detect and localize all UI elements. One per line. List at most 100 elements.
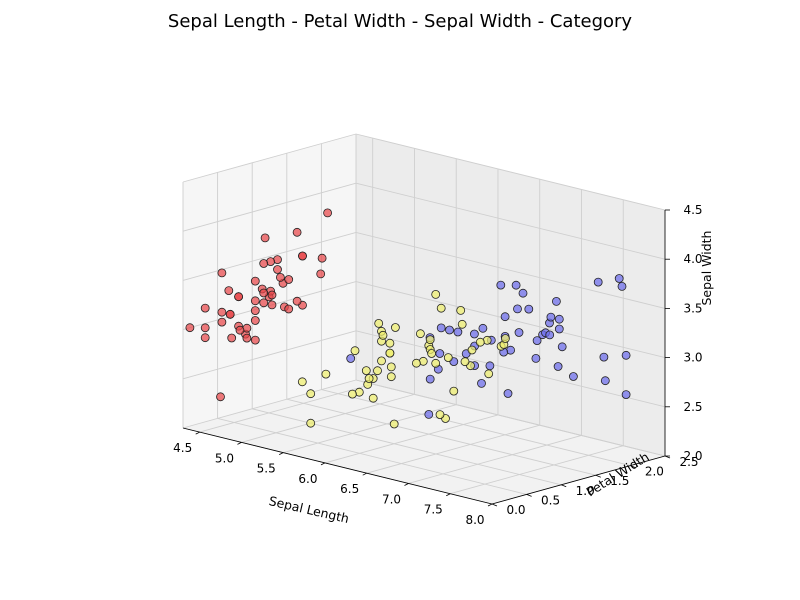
data-point-series-1: [259, 288, 269, 298]
data-point-series-3: [503, 389, 513, 398]
data-point-series-3: [621, 350, 631, 360]
data-point-series-2: [378, 330, 388, 340]
grid-line: [355, 379, 666, 457]
data-point-series-2: [431, 358, 441, 368]
data-point-series-3: [545, 330, 555, 340]
data-point-series-2: [460, 357, 470, 367]
data-point-series-3: [532, 336, 542, 346]
data-point-series-3: [496, 280, 506, 290]
grid-line: [241, 393, 415, 443]
data-point-series-2: [385, 348, 395, 358]
data-point-series-2: [443, 353, 453, 363]
data-point-series-1: [298, 251, 307, 261]
data-point-series-2: [500, 334, 510, 343]
data-point-series-1: [317, 253, 327, 263]
data-point-series-1: [200, 303, 210, 313]
data-point-series-1: [235, 325, 245, 335]
data-point-series-1: [259, 298, 269, 308]
side-pane: [183, 134, 356, 428]
data-point-series-1: [284, 275, 294, 284]
data-point-series-3: [554, 324, 564, 334]
grid-line: [199, 383, 373, 433]
z-tick-label: 4.5: [683, 203, 702, 217]
data-point-series-1: [250, 296, 260, 306]
grid-line: [355, 330, 666, 408]
back-pane: [356, 134, 665, 456]
data-point-series-3: [524, 304, 534, 314]
axis-lines: [182, 210, 666, 505]
x-tick-label: 4.5: [173, 441, 192, 455]
data-point-series-3: [500, 312, 510, 322]
data-point-series-2: [385, 338, 395, 348]
data-point-series-1: [292, 227, 302, 237]
axis-panes: [183, 134, 665, 504]
x-tick-mark: [237, 442, 242, 445]
data-point-series-3: [518, 288, 528, 298]
data-point-series-2: [306, 418, 316, 428]
data-point-series-3: [553, 362, 563, 371]
data-point-series-3: [436, 323, 446, 333]
data-point-series-1: [200, 323, 210, 333]
data-point-series-3: [485, 361, 495, 371]
data-point-series-1: [217, 317, 227, 327]
data-point-series-2: [364, 374, 374, 383]
x-tick-label: 8.0: [465, 513, 484, 527]
x-tick-label: 5.5: [257, 462, 276, 476]
data-point-series-3: [552, 296, 561, 306]
data-point-series-1: [284, 304, 294, 314]
grid-line: [355, 231, 666, 309]
grid-line: [182, 330, 357, 380]
data-point-series-3: [346, 354, 356, 363]
z-tick-label: 4.0: [683, 252, 702, 266]
grid-line: [408, 435, 582, 484]
data-point-series-2: [456, 305, 466, 315]
y-tick-mark: [595, 474, 601, 478]
y-tick-label: 0.0: [506, 503, 525, 517]
z-tick-label: 2.0: [683, 449, 702, 463]
data-point-series-2: [386, 362, 396, 372]
data-point-series-1: [185, 323, 195, 333]
data-point-series-1: [225, 309, 235, 319]
x-tick-mark: [320, 462, 326, 466]
data-point-series-2: [475, 337, 485, 347]
data-point-series-1: [227, 333, 237, 343]
data-point-series-2: [467, 345, 477, 355]
data-point-series-1: [200, 333, 210, 343]
grid-line: [182, 182, 357, 232]
y-tick-label: 0.5: [541, 493, 560, 507]
y-tick-label: 2.0: [645, 465, 664, 479]
data-point-series-3: [617, 281, 627, 291]
data-point-series-2: [435, 410, 445, 420]
data-point-series-2: [427, 349, 437, 358]
z-tick-label: 3.0: [683, 351, 702, 365]
x-tick-mark: [487, 503, 493, 507]
data-point-series-1: [242, 333, 252, 343]
x-tick-label: 7.0: [382, 492, 401, 506]
x-tick-mark: [362, 472, 367, 476]
data-point-series-2: [389, 419, 399, 429]
z-tick-label: 2.5: [683, 400, 702, 414]
x-tick-label: 5.0: [215, 451, 234, 465]
x-axis-label: Sepal Length: [267, 493, 350, 526]
data-point-series-1: [250, 316, 260, 325]
data-point-series-2: [431, 289, 441, 299]
z-tick-label: 3.5: [683, 301, 702, 315]
data-point-series-3: [445, 325, 454, 335]
data-point-series-3: [514, 328, 524, 337]
data-point-series-3: [599, 352, 609, 362]
data-point-series-3: [478, 323, 488, 333]
y-tick-mark: [561, 484, 567, 488]
x-tick-label: 6.5: [340, 482, 359, 496]
grid-line: [355, 182, 666, 260]
data-point-series-2: [436, 303, 446, 313]
grid-line: [355, 133, 666, 211]
data-point-series-2: [321, 369, 331, 379]
grid-line: [182, 231, 357, 281]
data-point-series-2: [415, 329, 425, 339]
data-point-series-1: [267, 300, 277, 310]
y-tick-mark: [526, 494, 532, 497]
data-point-series-2: [411, 358, 421, 368]
grid-line: [182, 133, 357, 183]
data-point-series-3: [453, 327, 463, 337]
